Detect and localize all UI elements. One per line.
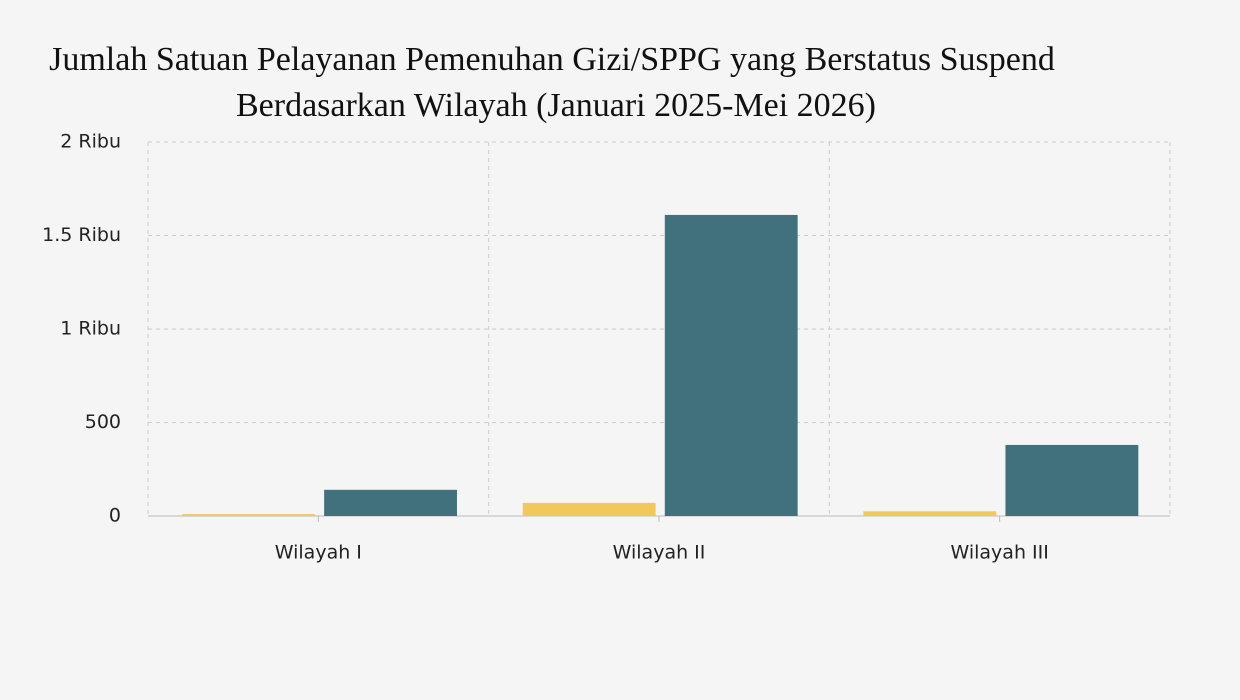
x-tick-label: Wilayah I <box>275 542 362 564</box>
y-tick-label: 1.5 Ribu <box>42 224 121 246</box>
bar <box>1005 444 1139 516</box>
y-tick-label: 500 <box>85 411 121 433</box>
y-tick-label: 0 <box>109 505 121 527</box>
y-tick-label: 2 Ribu <box>60 131 121 153</box>
chart-title: Berdasarkan Wilayah (Januari 2025-Mei 20… <box>236 87 876 124</box>
bar <box>182 514 315 516</box>
bar <box>522 502 656 516</box>
bar <box>863 511 997 516</box>
bar <box>664 214 798 516</box>
bar <box>324 489 457 516</box>
x-tick-label: Wilayah III <box>950 542 1048 564</box>
x-tick-label: Wilayah II <box>613 542 706 564</box>
y-tick-label: 1 Ribu <box>60 318 121 340</box>
chart-title: Jumlah Satuan Pelayanan Pemenuhan Gizi/S… <box>49 41 1055 78</box>
